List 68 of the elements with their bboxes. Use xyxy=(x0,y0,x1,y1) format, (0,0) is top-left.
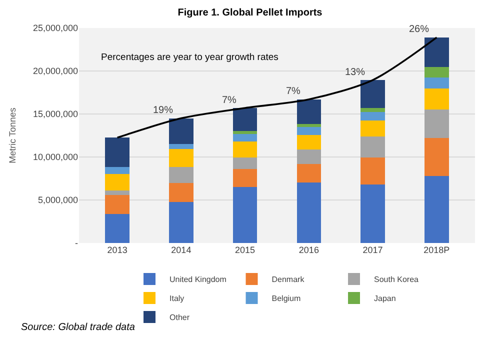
y-tick-label: 5,000,000 xyxy=(38,195,78,206)
annotation: 19% xyxy=(153,105,174,116)
legend-label: Belgium xyxy=(272,294,301,304)
annotation: 7% xyxy=(286,86,301,97)
bar xyxy=(169,118,194,144)
bar xyxy=(169,202,194,243)
bar xyxy=(296,126,322,136)
bar xyxy=(232,134,258,142)
bar xyxy=(105,214,130,243)
bar xyxy=(424,176,449,243)
source-note: Source: Global trade data xyxy=(21,322,136,333)
bar xyxy=(296,149,322,164)
x-tick-label: 2014 xyxy=(171,245,192,255)
bar xyxy=(105,194,130,214)
legend-label: United Kingdom xyxy=(170,275,227,284)
bar xyxy=(105,166,130,174)
bar xyxy=(169,182,194,202)
x-tick-label: 2013 xyxy=(107,245,128,255)
bar xyxy=(296,124,322,127)
bar xyxy=(360,80,385,108)
legend-label: South Korea xyxy=(374,275,420,284)
bar xyxy=(169,148,194,167)
y-tick-label: 10,000,000 xyxy=(32,152,78,162)
bar xyxy=(360,136,385,158)
y-axis-title: Metric Tonnes xyxy=(7,107,18,164)
bar xyxy=(360,112,385,120)
x-tick-label: 2015 xyxy=(235,245,256,255)
y-tick-label: 25,000,000 xyxy=(32,23,78,34)
x-tick-label: 2017 xyxy=(362,245,383,255)
bar xyxy=(296,164,322,182)
bar xyxy=(232,157,258,170)
bar xyxy=(296,182,322,243)
bar xyxy=(296,99,322,124)
chart-title: Figure 1. Global Pellet Imports xyxy=(178,8,323,19)
bar xyxy=(232,108,258,132)
bar xyxy=(232,169,258,188)
bar xyxy=(360,108,385,112)
bar xyxy=(105,138,130,167)
annotation: Percentages are year to year growth rates xyxy=(101,52,279,63)
bar xyxy=(424,37,449,68)
bar xyxy=(169,166,194,183)
x-tick-label: 2016 xyxy=(298,245,319,255)
legend-label: Italy xyxy=(170,294,184,304)
bar xyxy=(424,77,449,89)
legend-label: Other xyxy=(170,313,190,322)
bar xyxy=(232,187,258,243)
annotation: 7% xyxy=(222,95,237,106)
bar xyxy=(105,190,130,195)
bar xyxy=(424,109,449,138)
bar xyxy=(105,174,130,191)
bar xyxy=(360,120,385,136)
y-tick-label: 15,000,000 xyxy=(32,109,78,120)
bar xyxy=(169,144,194,149)
bar xyxy=(360,157,385,185)
y-tick-label: - xyxy=(75,238,78,248)
bar xyxy=(424,88,449,110)
bar xyxy=(424,67,449,78)
bar xyxy=(360,184,385,243)
bar xyxy=(296,135,322,150)
legend-label: Denmark xyxy=(272,275,306,284)
bar xyxy=(232,131,258,134)
annotation: 26% xyxy=(409,24,430,35)
annotation: 13% xyxy=(345,67,366,78)
bar xyxy=(232,142,258,158)
y-tick-label: 20,000,000 xyxy=(32,66,78,76)
bar xyxy=(424,138,449,176)
legend-label: Japan xyxy=(374,294,396,304)
x-tick-label: 2018P xyxy=(424,245,450,255)
